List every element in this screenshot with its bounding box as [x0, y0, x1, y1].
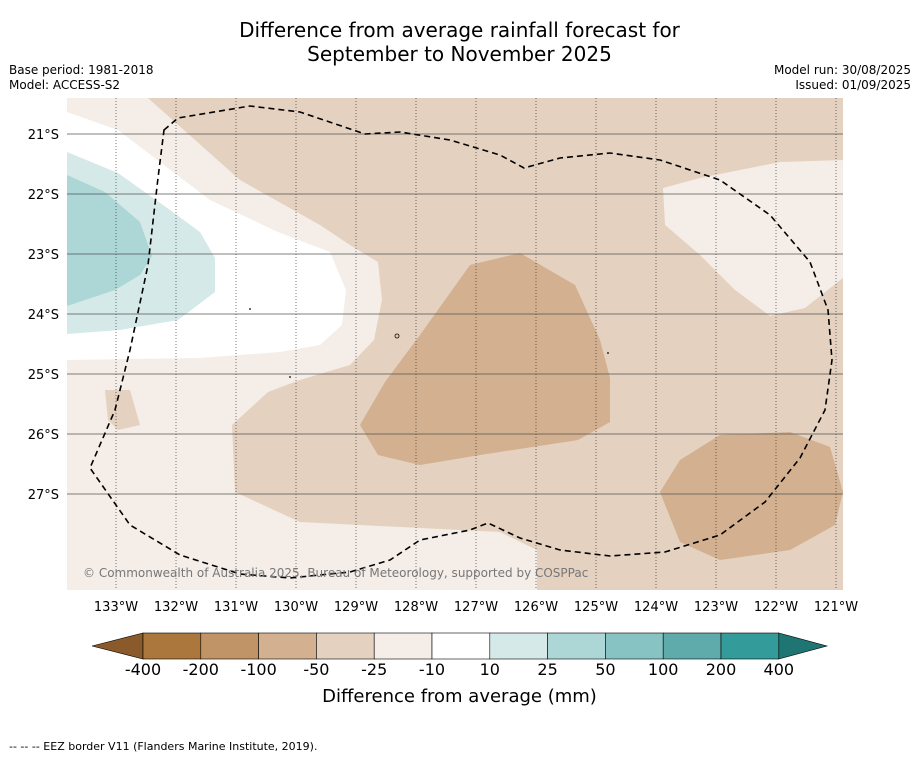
colorbar-arrow-high — [778, 632, 829, 660]
colorbar-tick-label: -200 — [182, 660, 219, 679]
issued-date: Issued: 01/09/2025 — [795, 78, 911, 92]
lon-label: 122°W — [754, 600, 798, 615]
colorbar-segment — [662, 632, 722, 660]
gridlines — [115, 98, 837, 590]
lon-label: 125°W — [574, 600, 618, 615]
colorbar-title: Difference from average (mm) — [322, 686, 597, 707]
meta-left: Base period: 1981-2018 Model: ACCESS-S2 — [9, 63, 154, 93]
colorbar-segment — [489, 632, 548, 660]
eez-legend-note: -- -- -- EEZ border V11 (Flanders Marine… — [9, 740, 318, 753]
colorbar-segments — [91, 632, 829, 660]
colorbar-tick-label: -400 — [124, 660, 162, 679]
lat-label: 22°S — [28, 188, 59, 203]
colorbar-segment — [431, 632, 491, 660]
colorbar-segment — [547, 632, 606, 660]
title-line-2: September to November 2025 — [307, 42, 612, 66]
lat-gridlines — [67, 133, 843, 495]
colorbar-tick-label: 200 — [705, 660, 737, 679]
colorbar — [91, 632, 829, 660]
colorbar-tick-label: 100 — [647, 660, 679, 679]
colorbar-segment — [200, 632, 259, 660]
model-run: Model run: 30/08/2025 — [773, 63, 911, 77]
island-marker — [607, 352, 609, 354]
colorbar-segment — [316, 632, 375, 660]
island-patch — [105, 390, 140, 430]
island-marker — [394, 333, 400, 339]
colorbar-tick-label: 50 — [595, 660, 616, 679]
title-line-1: Difference from average rainfall forecas… — [239, 18, 680, 42]
rainfall-map: 21°S 22°S 23°S 24°S 25°S 26°S 27°S 133°W… — [28, 98, 858, 615]
lat-label: 23°S — [28, 248, 59, 263]
colorbar-segment — [142, 632, 202, 660]
lat-label: 24°S — [28, 308, 59, 323]
lon-label: 123°W — [694, 600, 738, 615]
lon-label: 133°W — [94, 600, 138, 615]
colorbar-tick-label: 400 — [763, 660, 795, 679]
copyright-notice: © Commonwealth of Australia 2025, Bureau… — [83, 566, 588, 580]
island-marker — [249, 308, 251, 310]
lon-label: 132°W — [154, 600, 198, 615]
lat-label: 21°S — [28, 128, 59, 143]
lat-label: 25°S — [28, 368, 59, 383]
lon-label: 126°W — [514, 600, 558, 615]
model-name: Model: ACCESS-S2 — [9, 78, 121, 92]
colorbar-tick-label: 25 — [537, 660, 558, 679]
base-period: Base period: 1981-2018 — [9, 63, 154, 77]
lon-labels: 133°W 132°W 131°W 130°W 129°W 128°W 127°… — [94, 600, 858, 615]
colorbar-tick-label: -100 — [240, 660, 277, 679]
lon-label: 124°W — [634, 600, 678, 615]
meta-right: Model run: 30/08/2025 Issued: 01/09/2025 — [774, 63, 911, 93]
colorbar-segment — [720, 632, 780, 660]
region-minus-10-to-25-east — [663, 160, 843, 316]
chart-title: Difference from average rainfall forecas… — [0, 18, 919, 66]
colorbar-tick-label: -50 — [303, 660, 330, 679]
lon-label: 129°W — [334, 600, 378, 615]
colorbar-tick-label: -25 — [361, 660, 388, 679]
lat-label: 26°S — [28, 428, 59, 443]
colorbar-segment — [605, 632, 664, 660]
colorbar-segment — [258, 632, 317, 660]
lon-label: 127°W — [454, 600, 498, 615]
region-plus-25-to-50 — [67, 175, 152, 306]
lat-labels: 21°S 22°S 23°S 24°S 25°S 26°S 27°S — [28, 128, 59, 503]
region-minus-50-to-100-central — [360, 253, 610, 465]
lon-label: 128°W — [394, 600, 438, 615]
lat-label: 27°S — [28, 488, 59, 503]
lon-label: 130°W — [274, 600, 318, 615]
colorbar-segment — [373, 632, 433, 660]
colorbar-tick-label: 10 — [479, 660, 500, 679]
region-minus-50-to-100-southeast — [660, 432, 843, 560]
colorbar-tick-label: -10 — [418, 660, 446, 679]
colorbar-arrow-low — [91, 632, 144, 660]
lon-label: 121°W — [814, 600, 858, 615]
lon-label: 131°W — [214, 600, 258, 615]
map-fill — [67, 98, 843, 590]
eez-border — [89, 105, 833, 579]
island-marker — [289, 376, 291, 378]
